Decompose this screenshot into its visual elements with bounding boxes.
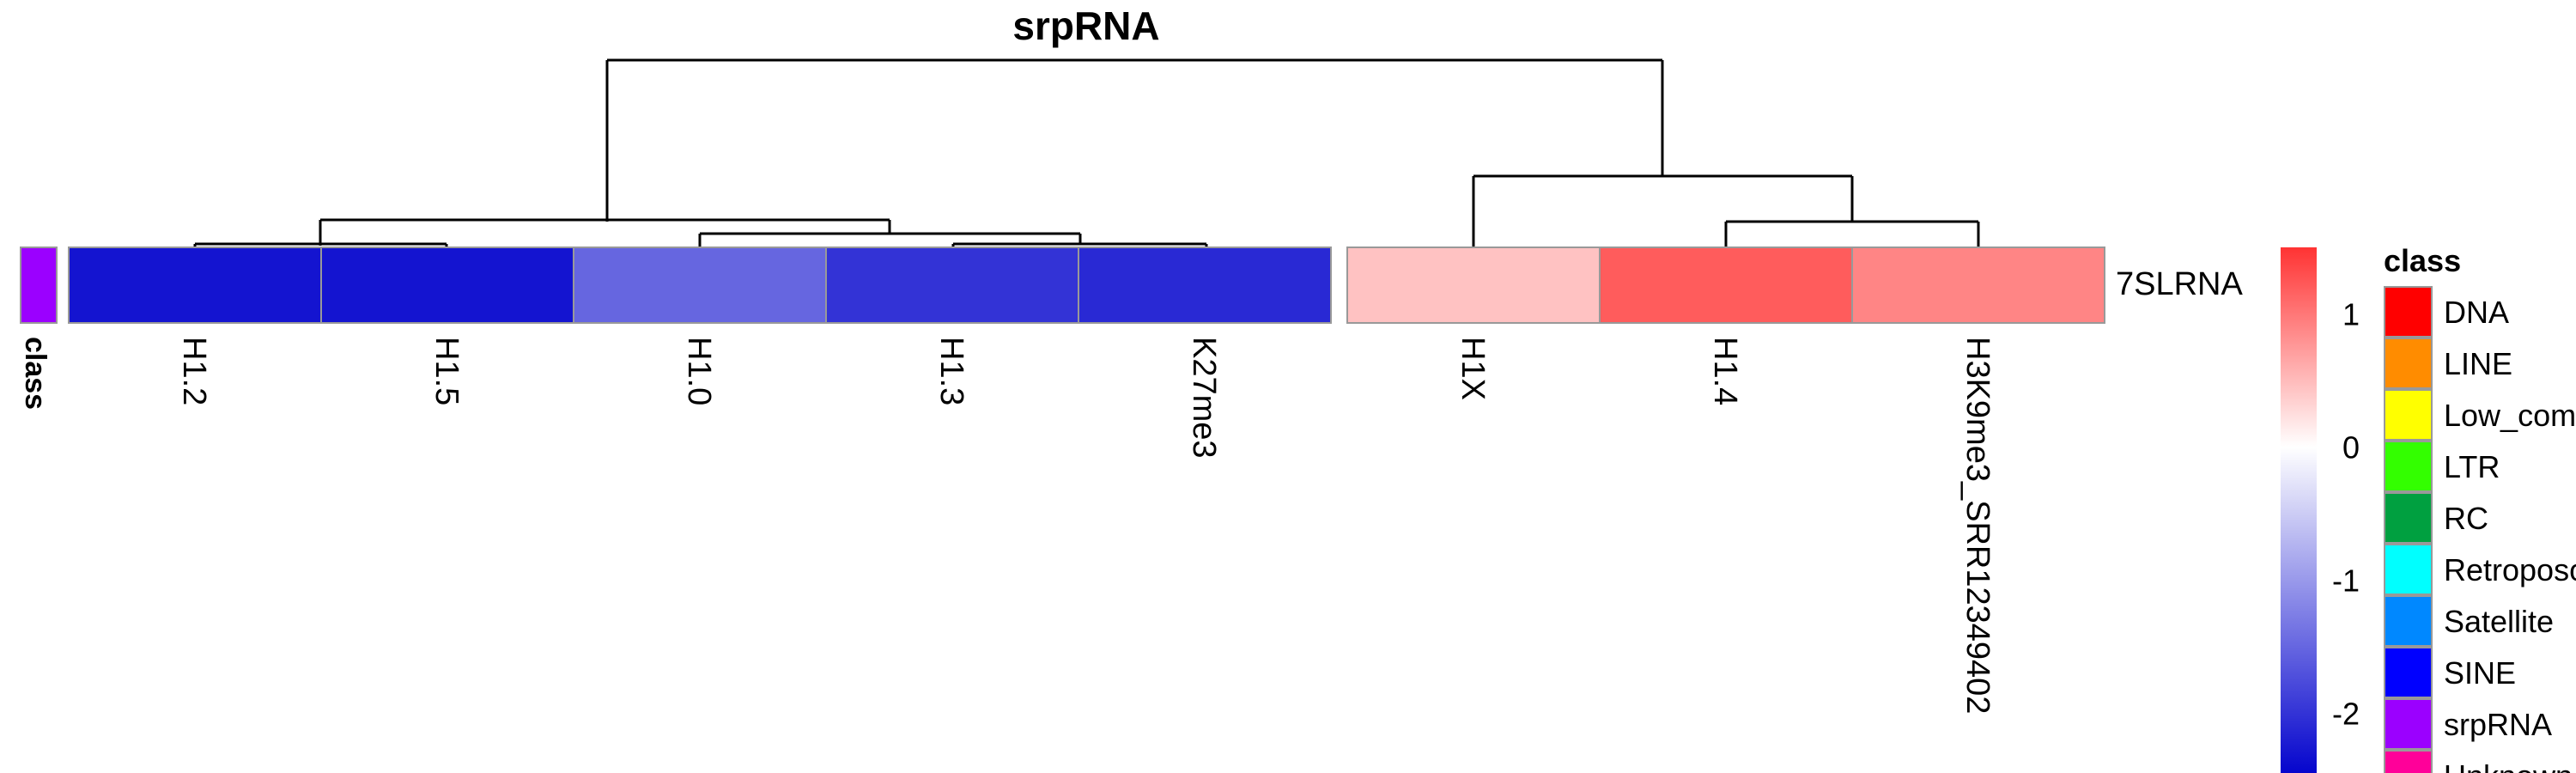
legend-title: class bbox=[2384, 243, 2461, 278]
legend-item-label: DNA bbox=[2444, 295, 2509, 330]
legend-item-label: RC bbox=[2444, 501, 2488, 536]
legend-swatch bbox=[2384, 544, 2433, 595]
legend-swatch bbox=[2384, 492, 2433, 544]
heatmap-cell bbox=[320, 247, 574, 324]
class-annotation-cell bbox=[20, 247, 58, 324]
color-scale-tick-label: 0 bbox=[2342, 430, 2360, 466]
heatmap-cell bbox=[1851, 247, 2105, 324]
legend-swatch bbox=[2384, 698, 2433, 750]
column-label: H1.5 bbox=[428, 337, 465, 405]
color-scale-tick-label: -2 bbox=[2332, 697, 2360, 732]
row-label: 7SLRNA bbox=[2116, 266, 2243, 302]
legend-swatch bbox=[2384, 338, 2433, 389]
column-dendrogram bbox=[193, 58, 1980, 249]
color-scale-ticks: 1 0 -1 -2 bbox=[2332, 297, 2360, 732]
legend-item-label: Satellite bbox=[2444, 604, 2554, 639]
legend-swatch bbox=[2384, 595, 2433, 647]
heatmap-cell bbox=[1078, 247, 1332, 324]
column-label: K27me3 bbox=[1186, 337, 1222, 459]
class-legend: DNA LINE Low_complexity LTR RC Retroposon Sate… bbox=[2384, 286, 2576, 773]
heatmap-cells bbox=[68, 247, 2105, 324]
column-label: H3K9me3_SRR12349402 bbox=[1959, 337, 1996, 714]
color-scale-tick-label: 1 bbox=[2342, 297, 2360, 332]
legend-swatch bbox=[2384, 389, 2433, 441]
color-scale-bar bbox=[2281, 247, 2317, 773]
legend-item-label: srpRNA bbox=[2444, 707, 2552, 742]
column-label: H1X bbox=[1455, 337, 1491, 400]
legend-swatch bbox=[2384, 286, 2433, 338]
heatmap-cell bbox=[573, 247, 827, 324]
column-label: H1.4 bbox=[1707, 337, 1743, 405]
column-labels: H1.2 H1.5 H1.0 H1.3 K27me3 H1X H1.4 H3K9me3_SRR… bbox=[176, 337, 1996, 714]
heatmap-cell bbox=[68, 247, 322, 324]
heatmap-cell bbox=[1346, 247, 1601, 324]
heatmap-cell bbox=[825, 247, 1079, 324]
legend-item-label: Unknown bbox=[2444, 758, 2573, 773]
color-scale-tick-label: -1 bbox=[2332, 563, 2360, 599]
chart-title: srpRNA bbox=[1012, 3, 1159, 48]
column-label: H1.3 bbox=[933, 337, 969, 405]
legend-item-label: Low_complexity bbox=[2444, 398, 2576, 433]
legend-item-label: LTR bbox=[2444, 449, 2500, 484]
legend-item-label: Retroposon bbox=[2444, 552, 2576, 587]
legend-item-label: LINE bbox=[2444, 346, 2512, 381]
heatmap-cell bbox=[1599, 247, 1853, 324]
legend-item-label: SINE bbox=[2444, 655, 2516, 691]
legend-swatch bbox=[2384, 750, 2433, 773]
column-label: H1.2 bbox=[176, 337, 212, 405]
column-label: H1.0 bbox=[681, 337, 717, 405]
legend-swatch bbox=[2384, 441, 2433, 492]
legend-swatch bbox=[2384, 647, 2433, 698]
class-annotation-label: class bbox=[19, 337, 52, 410]
